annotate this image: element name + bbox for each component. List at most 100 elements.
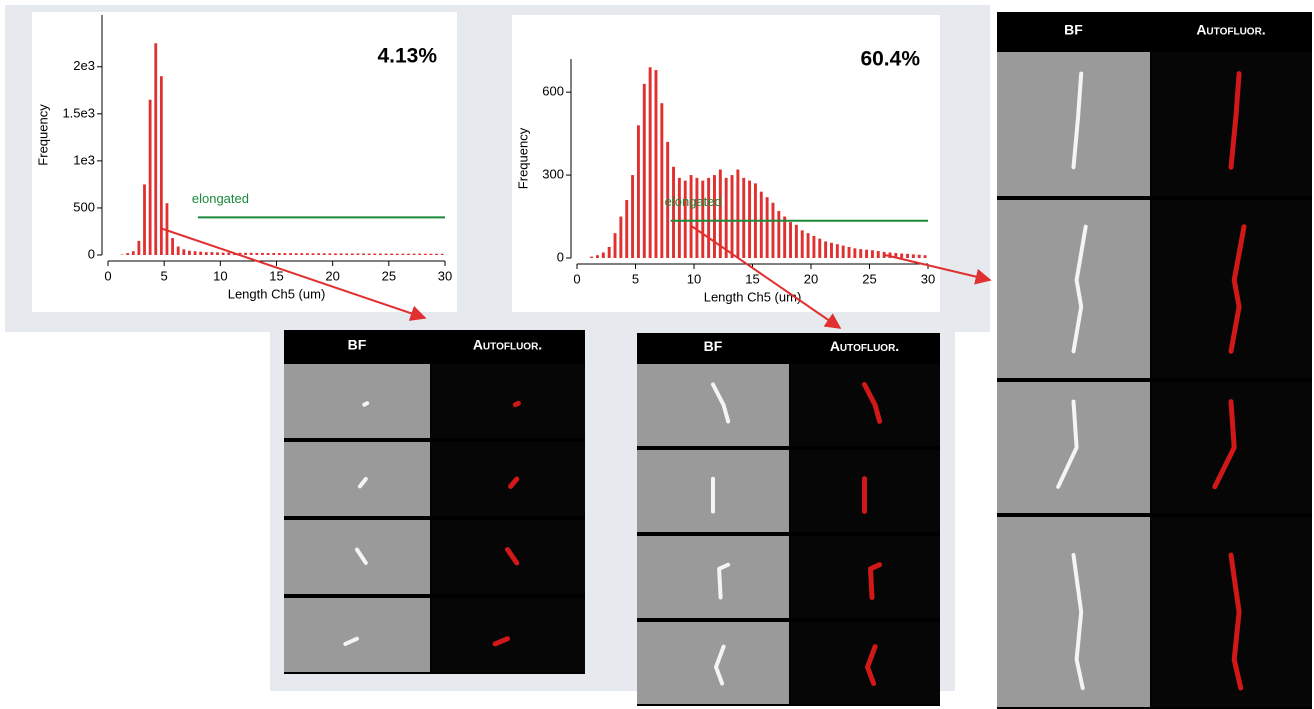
bar	[300, 253, 303, 255]
bar	[678, 178, 681, 258]
bar	[789, 222, 792, 258]
x-tick-label: 15	[269, 268, 283, 283]
bar	[418, 254, 421, 255]
bar	[312, 253, 315, 255]
bar	[362, 253, 365, 255]
fluor-image	[790, 364, 940, 446]
fluor-image	[431, 364, 585, 438]
column-header: BF	[704, 338, 723, 354]
bar	[695, 178, 698, 258]
bar	[306, 253, 309, 255]
y-tick-label: 500	[73, 199, 95, 214]
y-tick-label: 1e3	[73, 152, 95, 167]
bar	[900, 254, 903, 258]
bar	[777, 211, 780, 258]
histogram: 0300600051015202530Length Ch5 (um)Freque…	[512, 15, 940, 312]
bar	[351, 253, 354, 255]
y-tick-label: 300	[542, 167, 564, 182]
bar	[199, 252, 202, 255]
bar	[772, 203, 775, 258]
bar	[596, 255, 599, 258]
x-tick-label: 10	[687, 271, 701, 286]
bar	[853, 248, 856, 258]
bar	[441, 254, 444, 255]
bar	[149, 100, 152, 255]
fluor-image	[431, 598, 585, 672]
bar	[631, 175, 634, 258]
x-tick-label: 25	[862, 271, 876, 286]
bar	[413, 254, 416, 255]
bar	[345, 253, 348, 255]
x-tick-label: 30	[438, 268, 452, 283]
bar	[824, 241, 827, 258]
bar	[924, 255, 927, 258]
bar	[836, 244, 839, 258]
bar	[684, 181, 687, 258]
bar	[430, 254, 433, 255]
bar	[812, 236, 815, 258]
bar	[255, 253, 258, 255]
bar	[244, 253, 247, 255]
bar	[328, 253, 331, 255]
fluor-image	[1151, 52, 1312, 196]
bar	[177, 247, 180, 255]
bar	[194, 251, 197, 255]
bar	[748, 181, 751, 258]
bar	[317, 253, 320, 255]
bar	[154, 43, 157, 255]
x-tick-label: 5	[632, 271, 639, 286]
bar	[407, 254, 410, 255]
column-header: BF	[348, 337, 367, 353]
bar	[385, 254, 388, 255]
x-tick-label: 15	[745, 271, 759, 286]
bar	[602, 252, 605, 258]
bar	[272, 253, 275, 255]
bf-image	[637, 364, 789, 446]
y-tick-label: 0	[557, 249, 564, 264]
bar	[222, 253, 225, 255]
bar	[182, 249, 185, 255]
bar	[830, 243, 833, 258]
x-tick-label: 0	[573, 271, 580, 286]
x-axis-label: Length Ch5 (um)	[228, 286, 326, 301]
y-axis-label: Frequency	[515, 127, 530, 189]
fluor-image	[431, 520, 585, 594]
x-tick-label: 25	[382, 268, 396, 283]
bar	[132, 251, 135, 255]
bf-image	[284, 598, 430, 672]
bar	[918, 255, 921, 258]
bar	[795, 225, 798, 258]
bf-image	[637, 536, 789, 618]
bar	[760, 192, 763, 258]
bar	[205, 252, 208, 255]
bar	[188, 251, 191, 255]
bar	[340, 253, 343, 255]
bf-image	[284, 520, 430, 594]
bar	[643, 84, 646, 258]
gate-label: elongated	[665, 194, 722, 209]
bar	[126, 253, 129, 255]
bar	[842, 246, 845, 258]
column-header: Autofluor.	[473, 337, 542, 353]
bar	[742, 178, 745, 258]
x-tick-label: 0	[104, 268, 111, 283]
gate-label: elongated	[192, 191, 249, 206]
bar	[261, 253, 264, 255]
fluor-image	[790, 622, 940, 704]
bar	[267, 253, 270, 255]
column-header: Autofluor.	[1196, 22, 1265, 38]
x-tick-label: 20	[325, 268, 339, 283]
x-tick-label: 20	[804, 271, 818, 286]
bar	[859, 249, 862, 258]
fluor-image	[1151, 517, 1312, 707]
bar	[801, 230, 804, 258]
bar	[625, 200, 628, 258]
y-tick-label: 600	[542, 84, 564, 99]
bar	[906, 254, 909, 258]
bar	[143, 184, 146, 255]
bar	[278, 253, 281, 255]
bar	[865, 250, 868, 258]
